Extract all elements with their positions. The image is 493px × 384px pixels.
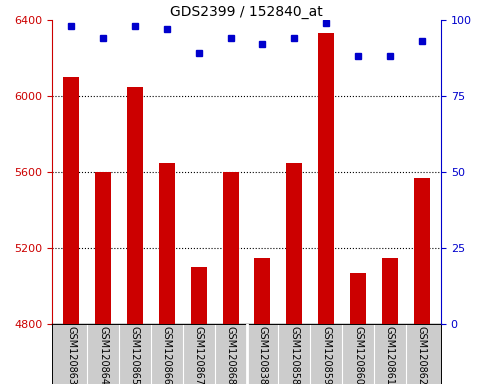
Title: GDS2399 / 152840_at: GDS2399 / 152840_at <box>170 5 323 19</box>
Text: GSM120864: GSM120864 <box>98 326 108 384</box>
Text: GSM120859: GSM120859 <box>321 326 331 384</box>
Bar <box>159 162 175 324</box>
Text: GSM120860: GSM120860 <box>353 326 363 384</box>
Bar <box>414 178 430 324</box>
Text: GSM120838: GSM120838 <box>257 326 267 384</box>
Bar <box>127 86 143 324</box>
Bar <box>222 172 239 324</box>
Text: GSM120868: GSM120868 <box>226 326 236 384</box>
Bar <box>63 77 79 324</box>
Bar <box>286 162 302 324</box>
Bar <box>318 33 334 324</box>
Text: GSM120863: GSM120863 <box>66 326 76 384</box>
Bar <box>350 273 366 324</box>
Text: GSM120861: GSM120861 <box>385 326 395 384</box>
Text: GSM120858: GSM120858 <box>289 326 299 384</box>
Text: GSM120865: GSM120865 <box>130 326 140 384</box>
Bar <box>254 258 271 324</box>
Bar <box>191 267 207 324</box>
Bar <box>382 258 398 324</box>
Text: GSM120867: GSM120867 <box>194 326 204 384</box>
Text: GSM120862: GSM120862 <box>417 326 427 384</box>
Text: GSM120866: GSM120866 <box>162 326 172 384</box>
Bar <box>95 172 111 324</box>
